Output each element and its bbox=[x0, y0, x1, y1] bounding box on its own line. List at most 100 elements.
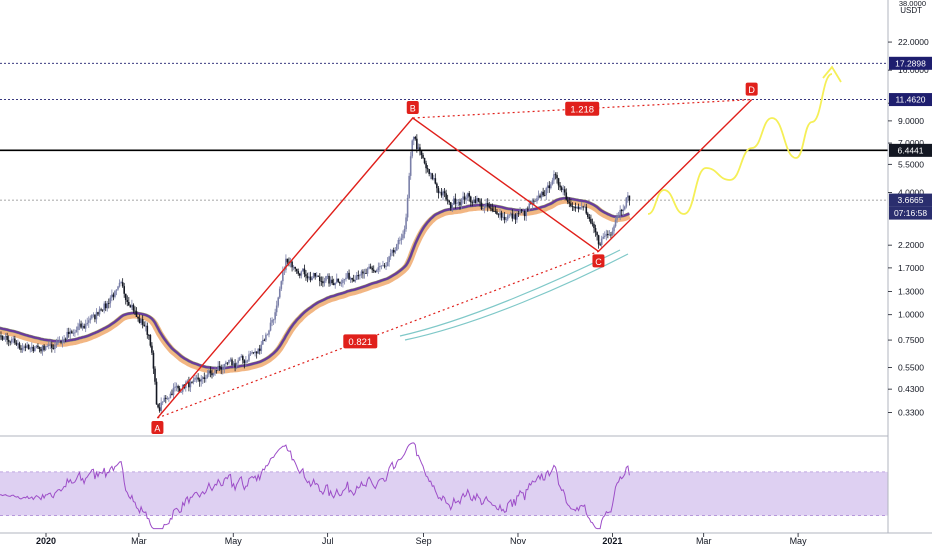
candle-body bbox=[459, 202, 461, 206]
candle-body bbox=[502, 216, 504, 218]
candle-body bbox=[579, 206, 581, 210]
candle-body bbox=[295, 268, 298, 272]
candle-body bbox=[439, 192, 441, 194]
candle-body bbox=[238, 357, 241, 361]
candle-body bbox=[497, 214, 500, 216]
price-tick-label: 1.7000 bbox=[898, 263, 924, 273]
candle-body bbox=[542, 191, 544, 196]
point-badge-a[interactable] bbox=[151, 421, 164, 434]
candle-body bbox=[297, 271, 300, 274]
candle-body bbox=[576, 206, 578, 209]
candle-body bbox=[622, 209, 625, 212]
candle-body bbox=[494, 211, 497, 212]
candle-body bbox=[503, 216, 506, 220]
candle-body bbox=[422, 154, 424, 158]
point-badge-d[interactable] bbox=[745, 82, 758, 96]
candle-body bbox=[443, 191, 446, 194]
candle-body bbox=[376, 269, 378, 273]
candle-body bbox=[149, 335, 152, 346]
candle-body bbox=[3, 337, 5, 340]
candle-body bbox=[426, 168, 429, 170]
candle-body bbox=[369, 266, 372, 268]
candle-body bbox=[78, 323, 81, 327]
candle-body bbox=[158, 407, 161, 411]
candle-body bbox=[148, 334, 150, 336]
candle-body bbox=[456, 203, 458, 204]
candle-body bbox=[392, 249, 395, 253]
candle-body bbox=[513, 214, 515, 219]
candle-body bbox=[115, 289, 118, 291]
candle-body bbox=[192, 379, 195, 383]
candle-body bbox=[132, 304, 135, 311]
time-axis[interactable]: 2020 Mar May Jul Sep Nov 2021 Mar May bbox=[0, 532, 932, 550]
price-tick-label: 7.0000 bbox=[898, 138, 924, 148]
projection-arrow-head bbox=[822, 65, 842, 83]
candle-body bbox=[98, 309, 101, 315]
candle-body bbox=[308, 276, 310, 279]
candle-body bbox=[241, 356, 244, 361]
candle-body bbox=[15, 342, 18, 345]
rsi-pane[interactable]: 100.0080.0060.0040.0020.00 bbox=[0, 434, 932, 531]
candle-body bbox=[570, 203, 572, 207]
price-pane[interactable]: A B C D 1.218 0.821 bbox=[0, 62, 888, 434]
candle-body bbox=[282, 270, 284, 282]
candle-body bbox=[510, 213, 512, 215]
candle-body bbox=[17, 343, 19, 345]
point-badge-c[interactable] bbox=[592, 254, 605, 268]
candle-body bbox=[197, 377, 199, 380]
candle-body bbox=[550, 184, 552, 189]
candle-body bbox=[588, 216, 591, 219]
candle-body bbox=[208, 370, 210, 375]
candle-body bbox=[254, 351, 256, 353]
candle-body bbox=[63, 338, 65, 341]
candle-body bbox=[121, 282, 124, 287]
candle-body bbox=[171, 393, 173, 396]
candle-body bbox=[60, 341, 62, 343]
candle-body bbox=[203, 377, 206, 379]
candle-body bbox=[260, 344, 263, 351]
candle-body bbox=[466, 193, 469, 199]
point-badge-b[interactable] bbox=[406, 101, 419, 114]
candle-body bbox=[237, 360, 239, 363]
candle-body bbox=[0, 335, 2, 337]
candle-body bbox=[292, 266, 295, 268]
candle-body bbox=[317, 275, 320, 277]
candle-body bbox=[154, 368, 156, 382]
candle-body bbox=[416, 138, 418, 149]
candle-body bbox=[611, 231, 614, 235]
point-label-d: D bbox=[748, 85, 755, 95]
candle-body bbox=[10, 339, 13, 343]
candle-body bbox=[72, 333, 75, 334]
candle-body bbox=[536, 198, 538, 202]
candle-body bbox=[126, 300, 129, 302]
candle-body bbox=[499, 212, 501, 216]
candle-body bbox=[460, 199, 463, 206]
candle-body bbox=[559, 185, 561, 188]
candle-body bbox=[38, 346, 41, 349]
pattern-zigzag[interactable] bbox=[156, 99, 753, 419]
price-tag-bg-1 bbox=[889, 93, 932, 107]
candle-body bbox=[81, 325, 84, 328]
candle-body bbox=[283, 269, 286, 271]
candle-body bbox=[298, 273, 301, 276]
candle-body bbox=[104, 303, 107, 309]
price-tag-label-0: 17.2898 bbox=[895, 58, 926, 68]
rsi-line[interactable] bbox=[0, 442, 630, 530]
candle-body bbox=[275, 305, 278, 313]
candle-body bbox=[420, 151, 423, 155]
price-tick-label: 0.4300 bbox=[898, 384, 924, 394]
candle-body bbox=[526, 208, 529, 210]
projection-path[interactable] bbox=[647, 73, 833, 215]
candle-body bbox=[451, 204, 454, 209]
candle-body bbox=[74, 332, 76, 334]
candle-body bbox=[583, 206, 586, 208]
candle-body bbox=[594, 228, 597, 233]
candle-body bbox=[44, 346, 47, 350]
candle-body bbox=[425, 163, 427, 169]
price-tag-bg-3 bbox=[889, 193, 932, 207]
candle-body bbox=[599, 244, 601, 246]
price-axis[interactable]: USDT38.000022.000016.000011.00009.00007.… bbox=[887, 0, 932, 550]
candle-body bbox=[245, 360, 247, 364]
candle-body bbox=[525, 208, 528, 217]
